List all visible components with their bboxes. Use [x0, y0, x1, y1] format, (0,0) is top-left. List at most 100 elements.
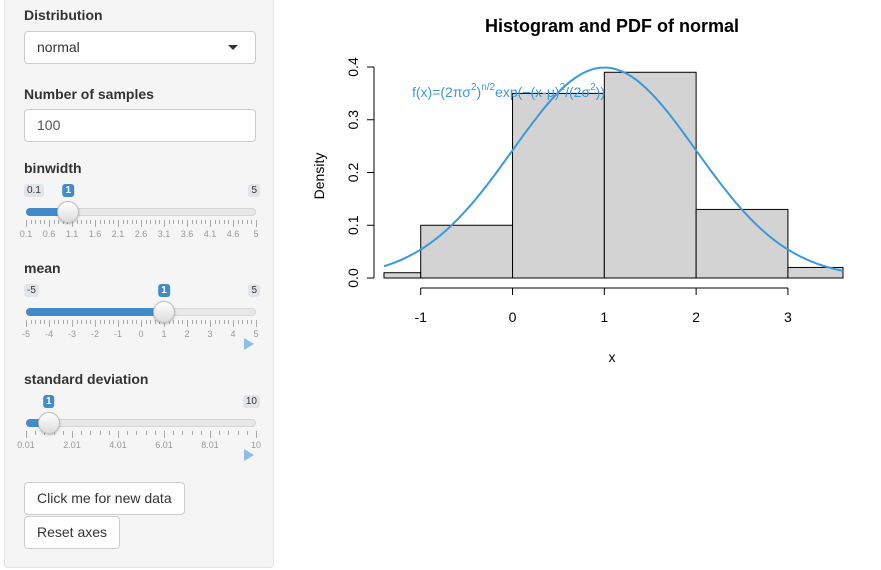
slider-tick [58, 220, 60, 224]
slider-tick [196, 220, 198, 224]
mean-slider[interactable]: -5 5 1 -5 -4 -3 -2 -1 0 1 2 3 4 5 [21, 284, 260, 354]
sd-max-label: 10 [242, 395, 260, 408]
slider-tick [177, 320, 179, 324]
slider-tick [210, 220, 211, 227]
slider-tick [150, 220, 152, 224]
slider-tick-label: 8.01 [201, 440, 219, 450]
slider-tick [44, 320, 46, 324]
slider-tick-label: 0.01 [17, 440, 35, 450]
slider-tick [39, 320, 41, 324]
slider-tick [131, 320, 133, 324]
slider-tick [242, 320, 244, 324]
slider-tick [72, 220, 73, 227]
binwidth-min-label: 0.1 [24, 184, 44, 197]
slider-tick [85, 220, 87, 224]
slider-tick [95, 320, 96, 327]
sd-play-icon[interactable] [244, 449, 254, 461]
formula-part: ) [477, 84, 482, 100]
slider-tick [205, 220, 207, 224]
slider-tick [118, 320, 119, 327]
slider-tick [141, 220, 142, 227]
distribution-select[interactable]: normal [24, 31, 256, 64]
histogram-chart: Histogram and PDF of normal Density x -1… [311, 16, 844, 365]
slider-tick [108, 220, 110, 224]
binwidth-slider[interactable]: 0.1 5 1 0.1 0.6 1.1 1.6 2.1 2.6 3.1 3.6 4.1 4.6 5 [20, 184, 260, 254]
reset-axes-button[interactable]: Reset axes [24, 516, 121, 549]
sd-label: standard deviation [24, 371, 149, 387]
slider-tick [118, 431, 119, 438]
x-tick-label: 1 [600, 309, 608, 325]
caret-down-icon [228, 45, 238, 50]
slider-tick [182, 220, 184, 224]
slider-tick [182, 320, 184, 324]
histogram-bar [787, 266, 844, 279]
histogram-bar [603, 71, 697, 279]
slider-tick-label: 0 [138, 329, 144, 339]
slider-tick-label: 3 [207, 329, 213, 339]
slider-tick [58, 320, 60, 324]
slider-tick-label: -2 [90, 329, 100, 339]
slider-tick-label: 2.1 [111, 229, 125, 239]
slider-tick-label: 4 [230, 329, 236, 339]
sd-handle[interactable] [37, 412, 60, 434]
slider-tick [246, 431, 248, 435]
binwidth-value-label: 1 [62, 184, 75, 197]
slider-tick [30, 220, 32, 224]
sd-track[interactable] [26, 419, 256, 427]
slider-tick [95, 220, 96, 227]
slider-tick [90, 431, 92, 435]
slider-tick [168, 220, 170, 224]
formula-part: 2 [590, 82, 596, 93]
formula-part: f(x)=(2πσ [412, 84, 471, 100]
binwidth-max-label: 5 [248, 184, 260, 197]
slider-tick [62, 431, 64, 435]
slider-tick [228, 431, 230, 435]
mean-max-label: 5 [248, 284, 260, 297]
sd-slider[interactable]: 10 1 0.01 2.01 4.01 6.01 8.01 10 [17, 395, 261, 465]
slider-tick [99, 431, 101, 435]
slider-tick [154, 431, 156, 435]
samples-input[interactable]: 100 [24, 109, 256, 142]
slider-tick [35, 320, 37, 324]
slider-tick [136, 431, 138, 435]
chart-axes: -1 0 1 2 3 0.0 0.1 0.2 0.3 0.4 [345, 57, 792, 325]
slider-tick [173, 431, 175, 435]
y-tick-label: 0.0 [345, 268, 361, 288]
slider-tick [44, 220, 46, 224]
slider-tick [81, 220, 83, 224]
samples-value: 100 [37, 117, 61, 133]
slider-tick [200, 320, 202, 324]
y-tick-label: 0.2 [345, 163, 361, 183]
slider-tick-label: 2.01 [63, 440, 81, 450]
slider-tick-label: 1.1 [65, 229, 79, 239]
slider-tick [76, 220, 78, 224]
binwidth-handle[interactable] [57, 201, 80, 223]
slider-tick [72, 431, 73, 438]
slider-tick [182, 431, 184, 435]
slider-tick [53, 320, 55, 324]
mean-play-icon[interactable] [244, 338, 254, 350]
slider-tick [223, 220, 225, 224]
slider-tick-label: -3 [67, 329, 77, 339]
slider-tick [118, 220, 119, 227]
slider-tick [49, 320, 50, 327]
slider-tick [223, 320, 225, 324]
histogram-bar [420, 224, 514, 279]
slider-tick [53, 220, 55, 224]
slider-tick-label: 4.01 [109, 440, 127, 450]
slider-tick [131, 220, 133, 224]
mean-handle[interactable] [153, 301, 175, 323]
formula-part: 2 [560, 82, 566, 93]
new-data-button[interactable]: Click me for new data [24, 482, 185, 515]
slider-tick [145, 431, 147, 435]
slider-tick [150, 320, 152, 324]
x-axis-label: x [609, 349, 616, 365]
slider-tick [237, 320, 239, 324]
chart-title: Histogram and PDF of normal [485, 16, 739, 36]
sd-ticks [26, 431, 257, 439]
slider-tick [85, 320, 87, 324]
slider-tick [210, 320, 211, 327]
slider-tick [90, 320, 92, 324]
slider-tick-label: -5 [21, 329, 31, 339]
slider-tick-label: 2.6 [134, 229, 148, 239]
